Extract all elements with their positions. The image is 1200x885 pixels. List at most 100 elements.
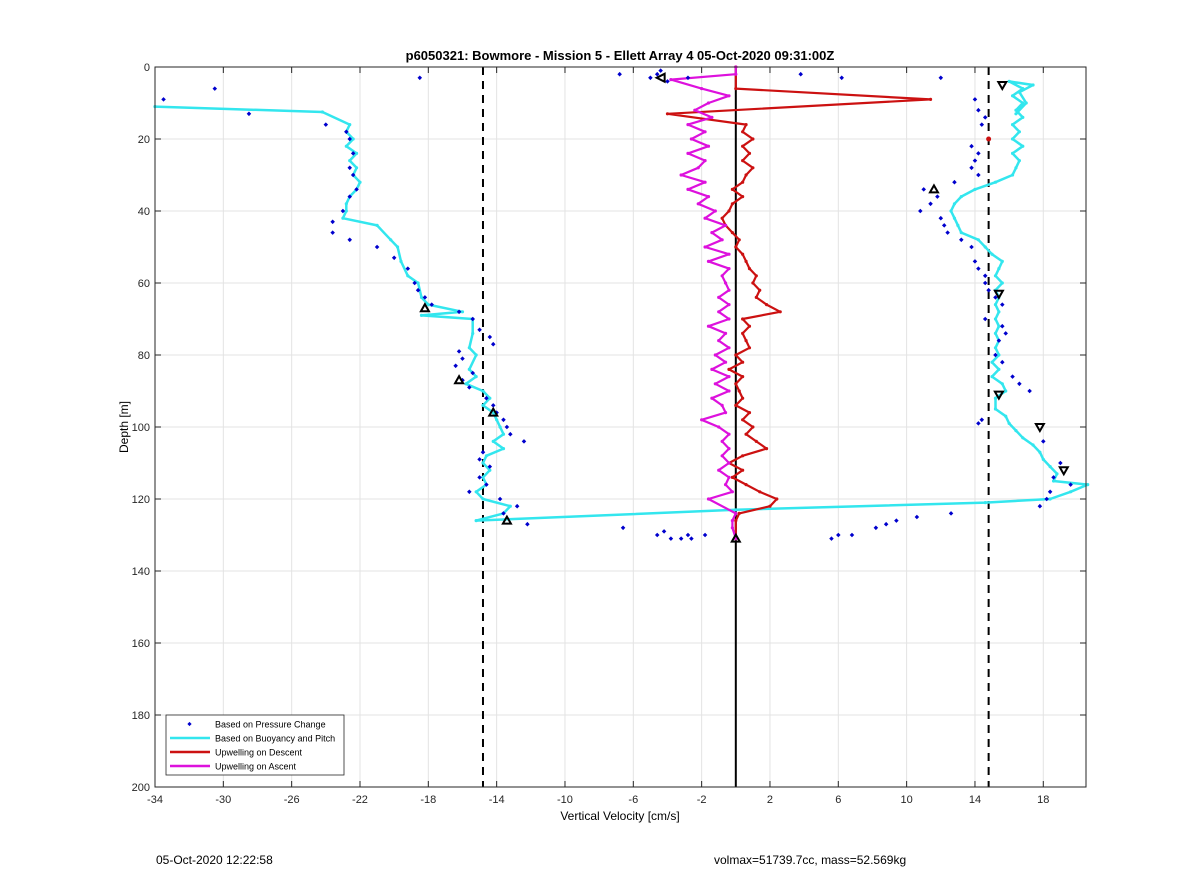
pressure-change-point	[921, 187, 926, 192]
series-vertex-1	[1010, 173, 1015, 177]
series-vertex-3	[713, 382, 717, 386]
series-vertex-1	[481, 389, 485, 393]
series-vertex-1	[344, 202, 348, 206]
series-vertex-1	[508, 504, 512, 508]
series-vertex-3	[706, 324, 711, 328]
pressure-change-point	[467, 385, 472, 390]
pressure-change-point	[1051, 475, 1056, 480]
series-vertex-2	[720, 216, 724, 220]
marker-triangle-down	[993, 289, 1005, 300]
series-vertex-3	[717, 468, 721, 472]
pressure-change-point	[477, 475, 482, 480]
series-vertex-2	[751, 425, 755, 429]
pressure-change-point	[350, 151, 356, 156]
series-vertex-1	[993, 317, 998, 321]
series-vertex-1	[997, 367, 1001, 371]
series-vertex-1	[320, 110, 325, 114]
series-vertex-2	[727, 367, 731, 371]
series-vertex-2	[747, 267, 752, 271]
series-vertex-1	[481, 403, 485, 407]
pressure-change-point	[945, 230, 950, 235]
series-vertex-3	[723, 281, 728, 285]
marker-triangle-up	[730, 532, 742, 543]
pressure-change-point	[501, 417, 506, 423]
series-vertex-2	[778, 310, 782, 314]
pressure-change-point	[497, 496, 503, 502]
x-tick-label: -22	[352, 794, 368, 806]
series-vertex-3	[669, 78, 673, 82]
series-vertex-1	[1014, 108, 1018, 112]
pressure-change-point	[480, 449, 486, 455]
series-vertex-1	[395, 245, 400, 249]
series-vertex-1	[484, 454, 489, 458]
pressure-change-point	[948, 511, 954, 516]
series-vertex-2	[737, 511, 741, 515]
series-vertex-1	[1017, 159, 1021, 163]
pressure-change-point	[525, 521, 530, 527]
series-vertex-1	[344, 209, 348, 213]
pressure-change-point	[490, 403, 496, 408]
pressure-change-point	[477, 327, 482, 333]
x-tick-label: 2	[767, 794, 773, 806]
series-vertex-2	[758, 490, 762, 494]
series-vertex-3	[720, 439, 724, 443]
x-tick-label: -14	[489, 794, 505, 806]
pressure-change-point	[883, 521, 889, 527]
series-vertex-3	[717, 339, 721, 343]
series-vertex-1	[1031, 443, 1035, 447]
marker-triangle-up	[487, 406, 499, 417]
pressure-change-point	[976, 172, 981, 178]
series-vertex-2	[734, 353, 738, 357]
pressure-change-point	[702, 532, 708, 538]
series-vertex-1	[488, 396, 492, 400]
series-vertex-3	[727, 389, 731, 393]
series-vertex-1	[354, 151, 359, 155]
series-vertex-2	[744, 123, 748, 127]
pressure-change-point	[976, 421, 981, 426]
pressure-change-point	[374, 244, 380, 250]
pressure-change-point	[487, 334, 493, 340]
pressure-change-point	[415, 287, 421, 293]
pressure-change-point	[330, 230, 335, 235]
pressure-change-point	[470, 370, 475, 376]
series-line-2	[666, 67, 932, 539]
series-vertex-3	[686, 123, 690, 127]
legend-label-3: Upwelling on Ascent	[215, 762, 297, 772]
series-vertex-2	[744, 432, 748, 436]
x-axis-ticks: -34 -30 -26 -22 -18 -14 -10 -6 -2 2 6 10 14 18	[147, 67, 1049, 806]
marker-triangle-down	[1058, 466, 1070, 477]
pressure-change-point	[928, 201, 933, 207]
series-vertex-3	[703, 245, 707, 249]
series-vertex-3	[734, 72, 738, 76]
series-vertex-1	[1038, 450, 1042, 454]
series-vertex-1	[498, 425, 502, 429]
series-vertex-2	[741, 454, 745, 458]
series-vertex-3	[713, 353, 717, 357]
series-vertex-1	[993, 346, 998, 350]
series-vertex-1	[464, 382, 468, 386]
series-vertex-3	[730, 519, 734, 523]
series-vertex-1	[1004, 389, 1008, 393]
series-vertex-3	[727, 303, 731, 307]
pressure-change-point	[982, 273, 988, 279]
series-vertex-1	[1021, 436, 1025, 440]
pressure-change-point	[212, 86, 218, 91]
pressure-change-point	[1027, 388, 1032, 394]
series-vertex-3	[686, 151, 690, 155]
series-vertex-2	[727, 209, 731, 213]
pressure-change-point	[1003, 331, 1008, 336]
y-axis-ticks: 0 20 40 60 80 100 120 140 160 180 200	[132, 62, 1086, 794]
pressure-change-point	[918, 208, 923, 214]
series-vertex-2	[741, 468, 745, 472]
marker-triangle-down	[993, 390, 1005, 401]
pressure-change-point	[501, 511, 506, 516]
series-vertex-3	[696, 166, 700, 170]
series-vertex-1	[416, 281, 420, 285]
series-vertex-3	[720, 238, 724, 242]
pressure-change-point	[938, 215, 944, 221]
series-vertex-1	[993, 303, 998, 307]
pressure-change-point	[477, 457, 482, 462]
series-vertex-1	[959, 195, 963, 199]
pressure-change-point	[484, 482, 489, 487]
